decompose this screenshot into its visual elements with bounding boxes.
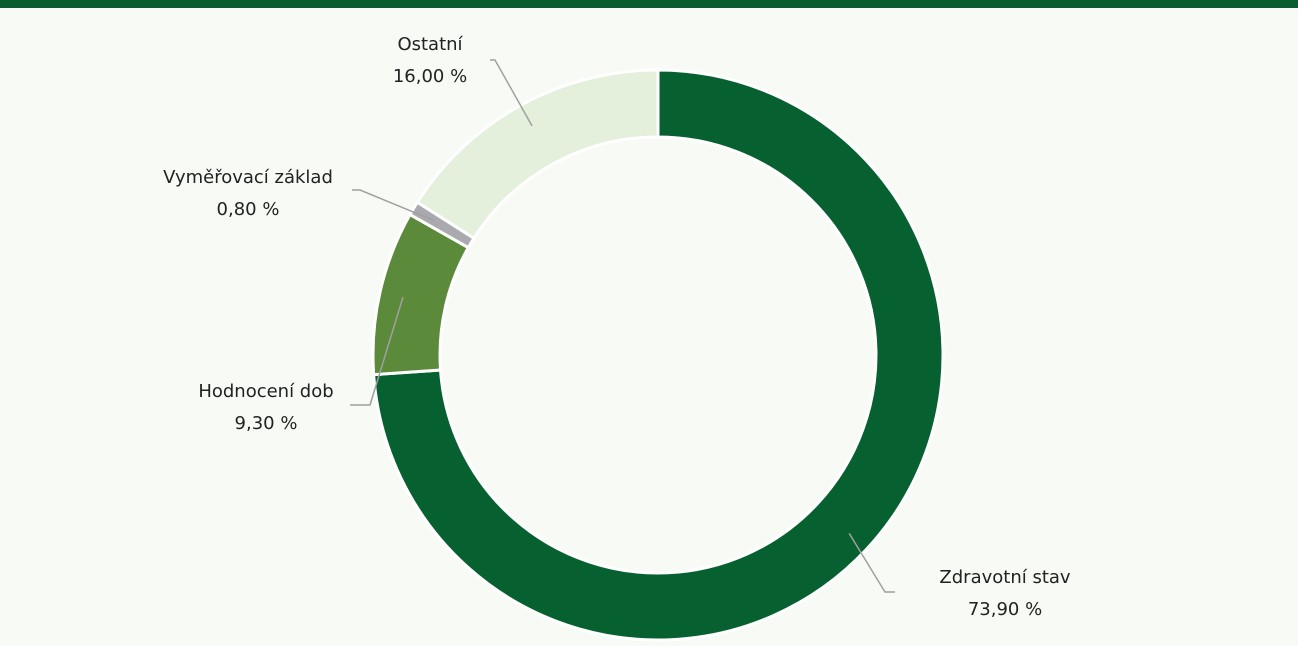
slice-label: Vyměřovací základ [163, 167, 333, 188]
slice-label: Hodnocení dob [198, 381, 333, 402]
slice-value-label: 0,80 % [217, 199, 280, 220]
slice-value-label: 73,90 % [968, 599, 1042, 620]
slice-value-label: 16,00 % [393, 66, 467, 87]
slice-value-label: 9,30 % [235, 413, 298, 434]
leader-line [350, 296, 404, 406]
slice-label: Ostatní [397, 34, 463, 55]
donut-segment [372, 68, 945, 642]
donut-segment [415, 68, 660, 241]
leader-line [848, 533, 895, 593]
header-bar [0, 0, 1298, 8]
slice-label: Zdravotní stav [939, 567, 1071, 588]
leader-line [352, 189, 435, 222]
leader-line [490, 59, 533, 127]
